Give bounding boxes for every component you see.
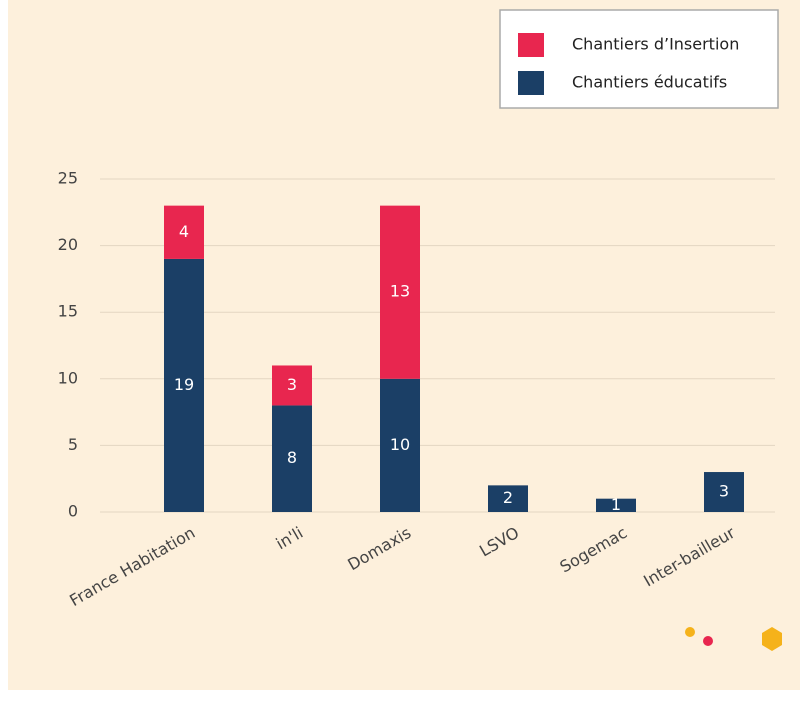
data-label: 19 [174,375,194,394]
bar-segment [380,378,420,512]
y-tick-label: 0 [68,502,78,521]
bar-segment [164,205,204,259]
bar-segment [164,258,204,512]
y-tick-label: 10 [58,368,78,387]
bar-segment [272,365,312,406]
legend-label: Chantiers éducatifs [572,73,727,92]
data-label: 8 [287,448,297,467]
data-label: 4 [179,222,189,241]
data-label: 1 [611,495,621,514]
data-label: 2 [503,488,513,507]
y-tick-label: 20 [58,235,78,254]
data-label: 10 [390,435,410,454]
decoration [685,627,782,651]
legend-swatch [518,71,544,95]
bar-segment [704,472,744,512]
y-tick-label: 5 [68,435,78,454]
legend-swatch [518,33,544,57]
legend-box [499,9,779,109]
data-label: 3 [719,482,729,501]
y-tick-label: 15 [58,302,78,321]
data-label: 13 [390,282,410,301]
y-tick-label: 25 [58,169,78,188]
data-label: 3 [287,375,297,394]
bar-segment [596,498,636,512]
legend-label: Chantiers d’Insertion [572,35,739,54]
bar-segment [272,405,312,512]
bar-segment [488,485,528,512]
bar-segment [380,205,420,379]
